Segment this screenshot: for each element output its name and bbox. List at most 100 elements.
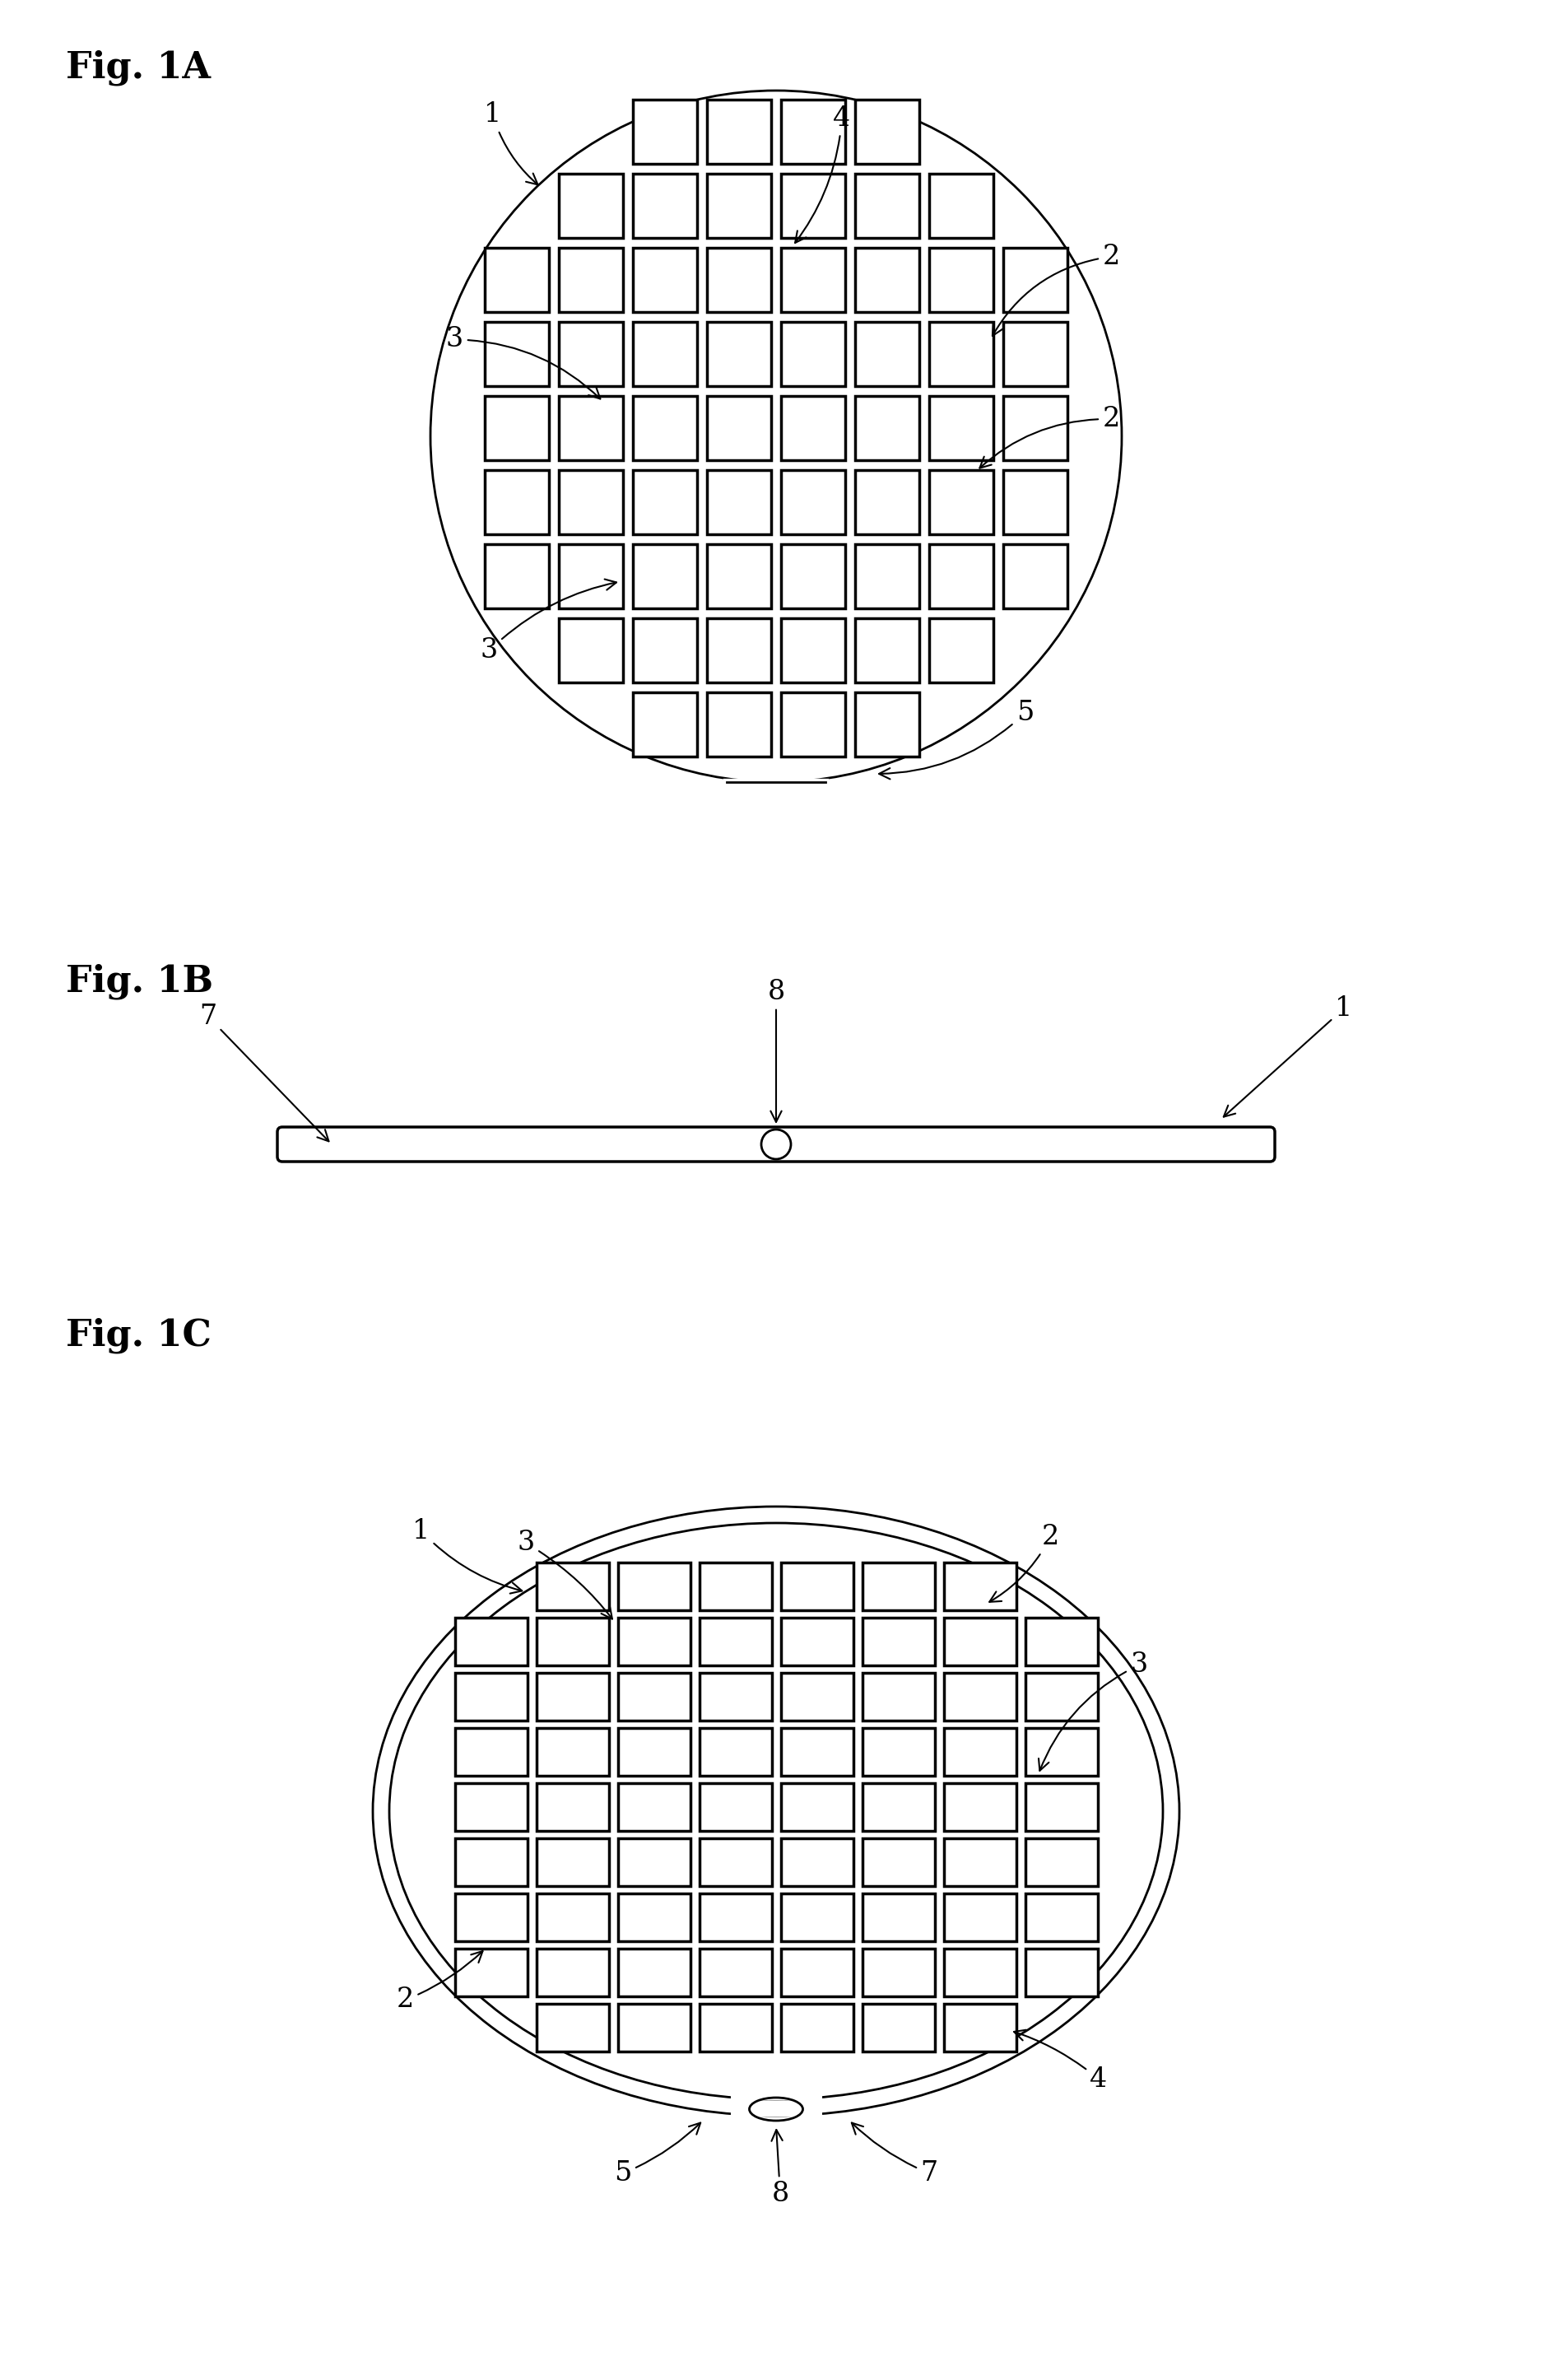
Bar: [536, 1728, 609, 1775]
Bar: [944, 1728, 1016, 1775]
Bar: [536, 1949, 609, 1997]
Bar: [781, 1949, 853, 1997]
Bar: [699, 1564, 772, 1611]
Bar: [559, 395, 623, 459]
Bar: [781, 1618, 853, 1666]
Text: 2: 2: [992, 243, 1120, 336]
Bar: [536, 1783, 609, 1830]
Bar: [929, 619, 994, 683]
Bar: [707, 321, 772, 386]
Bar: [455, 1728, 526, 1775]
Bar: [1025, 1894, 1098, 1942]
Bar: [781, 395, 845, 459]
Bar: [1025, 1673, 1098, 1721]
Bar: [707, 619, 772, 683]
Bar: [1025, 1618, 1098, 1666]
Bar: [699, 1728, 772, 1775]
Text: Fig. 1B: Fig. 1B: [65, 964, 213, 1000]
Bar: [781, 174, 845, 238]
Bar: [618, 1564, 690, 1611]
Bar: [929, 321, 994, 386]
Text: 4: 4: [795, 105, 851, 243]
Bar: [536, 2004, 609, 2052]
Bar: [781, 693, 845, 757]
Bar: [699, 1837, 772, 1885]
Bar: [707, 471, 772, 533]
Bar: [944, 1783, 1016, 1830]
Bar: [1025, 1728, 1098, 1775]
Text: 7: 7: [851, 2123, 938, 2187]
Bar: [781, 248, 845, 312]
Bar: [559, 248, 623, 312]
Bar: [634, 693, 697, 757]
Bar: [634, 174, 697, 238]
Bar: [781, 2004, 853, 2052]
Text: Fig. 1A: Fig. 1A: [65, 50, 211, 86]
Bar: [634, 321, 697, 386]
Bar: [455, 1894, 526, 1942]
Bar: [618, 1728, 690, 1775]
Bar: [707, 545, 772, 609]
Bar: [856, 321, 919, 386]
Bar: [944, 1564, 1016, 1611]
Bar: [862, 1894, 935, 1942]
Bar: [856, 100, 919, 164]
Bar: [455, 1949, 526, 1997]
Bar: [618, 2004, 690, 2052]
Bar: [455, 1837, 526, 1885]
Bar: [781, 1564, 853, 1611]
Bar: [944, 2004, 1016, 2052]
Bar: [944, 1618, 1016, 1666]
Bar: [707, 100, 772, 164]
Bar: [634, 100, 697, 164]
Bar: [862, 1949, 935, 1997]
Bar: [856, 471, 919, 533]
Bar: [699, 1673, 772, 1721]
Bar: [1025, 1949, 1098, 1997]
Bar: [856, 619, 919, 683]
Bar: [781, 471, 845, 533]
Bar: [862, 1837, 935, 1885]
Text: 8: 8: [767, 978, 784, 1121]
Bar: [485, 471, 548, 533]
Bar: [618, 1783, 690, 1830]
Bar: [862, 1673, 935, 1721]
Bar: [559, 471, 623, 533]
Bar: [634, 395, 697, 459]
Bar: [455, 1618, 526, 1666]
Bar: [781, 1894, 853, 1942]
Text: 1: 1: [485, 102, 537, 186]
Bar: [856, 174, 919, 238]
Bar: [618, 1894, 690, 1942]
Bar: [944, 1837, 1016, 1885]
Bar: [618, 1837, 690, 1885]
Bar: [699, 2004, 772, 2052]
Bar: [618, 1618, 690, 1666]
Bar: [781, 1837, 853, 1885]
Bar: [1025, 1837, 1098, 1885]
Bar: [862, 1564, 935, 1611]
Bar: [929, 248, 994, 312]
Bar: [856, 248, 919, 312]
Bar: [1003, 471, 1067, 533]
Bar: [1003, 395, 1067, 459]
Bar: [559, 619, 623, 683]
Text: 4: 4: [1014, 2030, 1107, 2092]
Bar: [1003, 545, 1067, 609]
Bar: [634, 545, 697, 609]
Bar: [618, 1949, 690, 1997]
Bar: [781, 1728, 853, 1775]
Bar: [559, 321, 623, 386]
Bar: [485, 248, 548, 312]
Bar: [707, 395, 772, 459]
Bar: [707, 174, 772, 238]
Text: 3: 3: [517, 1530, 612, 1618]
Bar: [707, 248, 772, 312]
Bar: [944, 1894, 1016, 1942]
Bar: [618, 1673, 690, 1721]
Bar: [699, 1783, 772, 1830]
Text: 1: 1: [413, 1518, 522, 1595]
Text: 3: 3: [446, 326, 601, 400]
Bar: [781, 1673, 853, 1721]
Bar: [485, 395, 548, 459]
